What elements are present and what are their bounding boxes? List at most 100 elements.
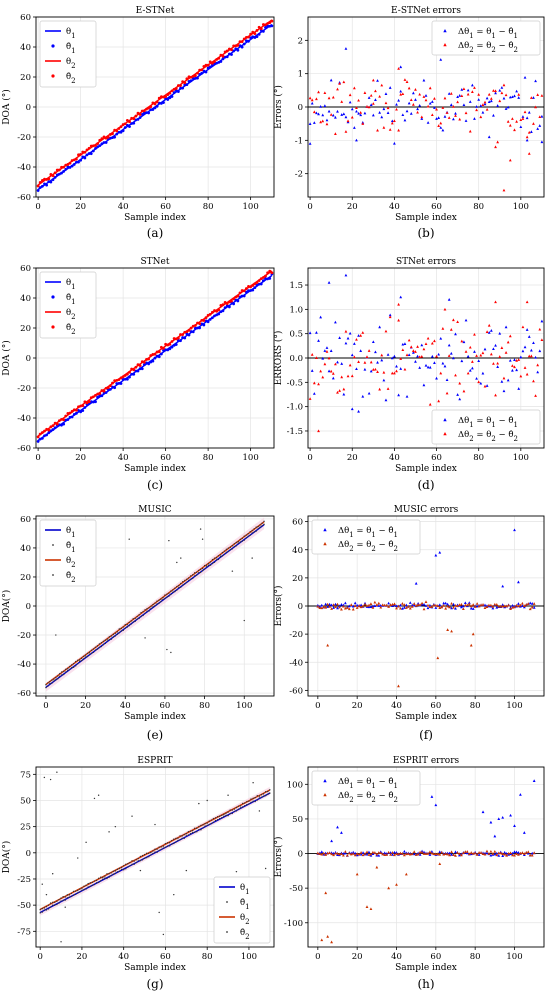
data-point: [383, 851, 387, 855]
data-point: [450, 850, 453, 854]
data-point: [448, 853, 451, 857]
x-tick-label: 80: [470, 701, 481, 711]
data-point: [235, 810, 238, 812]
data-point: [83, 156, 87, 160]
data-point: [62, 170, 66, 173]
data-point: [172, 87, 176, 91]
data-point: [133, 863, 135, 866]
data-point: [526, 602, 530, 605]
data-point: [498, 99, 502, 103]
data-point: [206, 799, 208, 802]
chart-panel: 0 20 40 60 80 100-60-40-200204060E-STNetSampl…: [1, 6, 275, 240]
data-point: [259, 27, 263, 31]
data-point: [494, 145, 497, 149]
data-point: [83, 885, 85, 887]
data-point: [380, 358, 384, 362]
data-point: [532, 851, 536, 855]
data-point: [41, 883, 43, 885]
data-point: [176, 84, 180, 87]
data-point: [136, 111, 140, 115]
data-point: [157, 350, 161, 354]
data-point: [397, 98, 401, 102]
data-point: [540, 140, 544, 144]
data-point: [494, 89, 497, 93]
data-point: [233, 810, 236, 813]
data-point: [430, 850, 434, 853]
data-point: [456, 100, 460, 104]
data-point: [508, 358, 512, 362]
data-point: [146, 608, 148, 610]
data-point: [444, 601, 448, 605]
data-point: [263, 520, 265, 523]
data-point: [136, 618, 138, 620]
data-point: [92, 648, 95, 650]
data-point: [497, 851, 501, 855]
data-point: [424, 600, 428, 603]
data-point: [100, 137, 104, 141]
data-point: [206, 822, 208, 824]
data-point: [64, 167, 68, 171]
data-point: [312, 121, 316, 124]
data-point: [237, 542, 239, 544]
data-point: [185, 77, 189, 81]
data-point: [94, 649, 97, 651]
data-point: [244, 802, 246, 804]
x-tick-label: 100: [243, 453, 259, 463]
data-point: [439, 121, 443, 125]
data-point: [162, 598, 164, 601]
x-tick-label: 60: [430, 701, 441, 711]
data-point: [483, 347, 487, 351]
data-point: [137, 857, 139, 860]
data-point: [517, 387, 521, 390]
data-point: [355, 337, 358, 341]
data-point: [164, 594, 166, 596]
data-point: [168, 595, 170, 597]
data-point: [173, 842, 175, 845]
data-point: [363, 602, 367, 606]
data-point: [426, 852, 430, 855]
data-point: [519, 118, 523, 122]
data-point: [43, 177, 46, 181]
y-tick-label: 20: [292, 574, 303, 584]
x-tick-label: 40: [391, 952, 402, 962]
data-point: [49, 902, 52, 904]
data-point: [536, 370, 540, 374]
data-point: [534, 355, 537, 359]
data-point: [106, 640, 109, 642]
data-point: [52, 873, 54, 875]
data-point: [202, 827, 204, 829]
data-point: [131, 815, 133, 817]
data-point: [361, 331, 365, 334]
data-point: [534, 105, 537, 109]
data-point: [100, 389, 104, 392]
data-point: [506, 120, 510, 123]
data-point: [196, 321, 199, 325]
x-tick-label: 40: [389, 453, 400, 463]
data-point: [527, 130, 531, 134]
data-point: [114, 870, 117, 872]
data-point: [465, 851, 469, 855]
data-point: [79, 158, 83, 162]
data-point: [330, 603, 333, 607]
data-point: [462, 389, 466, 393]
data-point: [357, 334, 360, 337]
data-point: [312, 381, 316, 385]
y-tick-label: -1.0: [287, 403, 303, 413]
data-point: [527, 110, 531, 114]
data-point: [363, 361, 367, 364]
data-point: [229, 548, 232, 551]
data-point: [108, 638, 111, 641]
data-point: [464, 350, 468, 353]
data-point: [215, 61, 219, 65]
data-point: [249, 534, 251, 536]
data-point: [504, 93, 508, 97]
data-point: [142, 363, 146, 366]
data-point: [242, 294, 246, 298]
data-point: [491, 606, 495, 610]
data-point: [494, 343, 497, 347]
data-point: [310, 101, 314, 105]
data-point: [58, 899, 60, 901]
data-point: [84, 654, 87, 656]
data-point: [426, 603, 430, 607]
x-tick-label: 20: [77, 952, 88, 962]
